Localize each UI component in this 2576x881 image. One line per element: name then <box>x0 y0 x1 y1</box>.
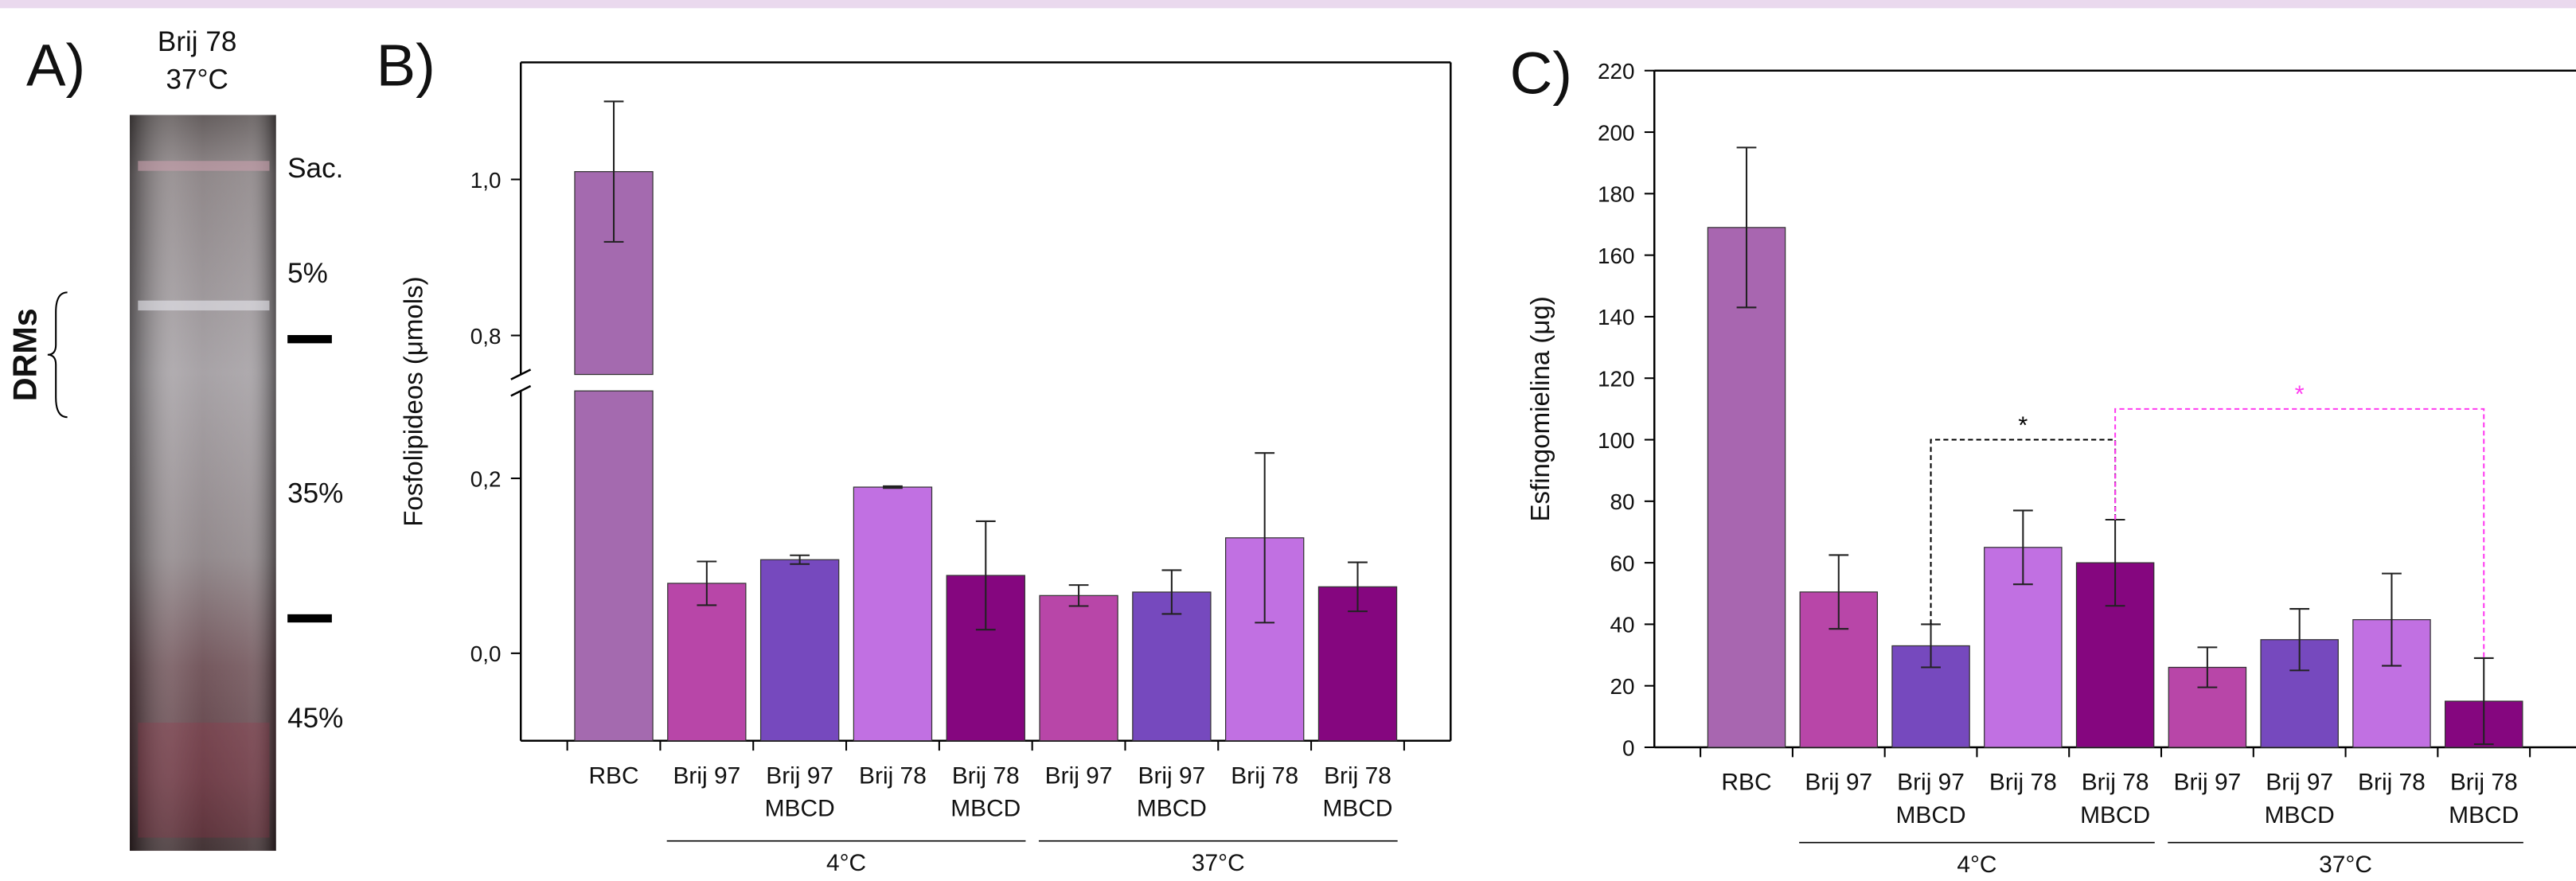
bar <box>1132 591 1212 742</box>
tube-bottom <box>138 723 270 838</box>
x-tick-label: Brij 78 <box>2450 770 2518 796</box>
bar <box>1707 227 1786 748</box>
x-tick-label: MBCD <box>1137 796 1207 822</box>
y-tick-label: 140 <box>1598 305 1634 329</box>
fraction-label: 5% <box>287 258 328 289</box>
tube-sheen <box>130 115 276 852</box>
group-label: 37°C <box>2319 852 2372 878</box>
significance-label: * <box>2295 380 2305 408</box>
x-tick-label: Brij 97 <box>1138 762 1205 789</box>
axis-break <box>510 368 532 380</box>
y-tick-label: 180 <box>1598 182 1634 207</box>
x-tick-label: Brij 78 <box>2082 770 2149 796</box>
y-tick-label: 120 <box>1598 367 1634 392</box>
group-label: 37°C <box>1192 850 1245 876</box>
x-tick-label: Brij 78 <box>1324 762 1391 789</box>
group-label: 4°C <box>826 850 866 876</box>
significance-bracket <box>2114 407 2485 658</box>
panel-label: B) <box>377 32 435 98</box>
y-tick-label: 20 <box>1610 674 1634 699</box>
marker-bar <box>287 614 332 623</box>
marker-bar <box>287 335 332 344</box>
bar <box>759 559 840 742</box>
bar <box>574 390 654 742</box>
x-tick-label: MBCD <box>1322 796 1392 822</box>
x-tick-label: Brij 78 <box>1989 770 2057 796</box>
y-tick-label: 0,0 <box>470 641 502 666</box>
y-tick-label: 220 <box>1598 59 1634 84</box>
x-tick-label: Brij 78 <box>859 762 927 789</box>
x-tick-label: Brij 97 <box>2266 770 2333 796</box>
x-tick-label: Brij 97 <box>766 762 833 789</box>
significance-label: * <box>2018 411 2028 439</box>
x-tick-label: MBCD <box>1896 802 1966 828</box>
x-tick-label: Brij 97 <box>1897 770 1965 796</box>
tube-band <box>138 300 270 311</box>
y-tick-label: 80 <box>1610 489 1634 514</box>
x-tick-label: MBCD <box>2080 802 2150 828</box>
bar <box>1317 586 1398 742</box>
brace <box>47 291 68 419</box>
group-label: 4°C <box>1957 852 1996 878</box>
y-tick-label: 0,8 <box>470 324 502 349</box>
y-tick-label: 40 <box>1610 613 1634 637</box>
y-axis-label: Esfingomielina (μg) <box>1525 296 1555 521</box>
x-tick-label: RBC <box>588 762 638 789</box>
panel-label: C) <box>1510 41 1572 107</box>
y-tick-label: 1,0 <box>470 168 502 193</box>
y-tick-label: 100 <box>1598 428 1634 453</box>
top-band <box>0 0 2576 9</box>
x-tick-label: Brij 78 <box>952 762 1020 789</box>
x-tick-label: Brij 97 <box>1805 770 1872 796</box>
x-tick-label: MBCD <box>765 796 835 822</box>
x-tick-label: Brij 97 <box>2173 770 2241 796</box>
y-tick-label: 0,2 <box>470 466 502 491</box>
tube-band <box>138 161 270 171</box>
fraction-label: 35% <box>287 478 343 509</box>
fraction-label: Sac. <box>287 153 343 184</box>
x-tick-label: MBCD <box>2265 802 2335 828</box>
x-tick-label: Brij 97 <box>1045 762 1113 789</box>
x-tick-label: RBC <box>1721 770 1771 796</box>
y-tick-label: 0 <box>1622 735 1635 760</box>
tube-title: Brij 78 <box>158 26 236 57</box>
chart-panel: C) 0 20 40 60 80 100 120 140 160 180 200 220 Esfingom… <box>1510 41 2576 878</box>
side-label: DRMs <box>6 308 43 401</box>
fraction-label: 45% <box>287 703 343 734</box>
y-axis-label: Fosfolipideos (μmols) <box>398 276 427 526</box>
bar <box>1039 594 1118 742</box>
x-tick-label: MBCD <box>950 796 1021 822</box>
significance-bracket <box>1930 439 2117 625</box>
bar <box>667 583 747 742</box>
tube-title: 37°C <box>166 64 228 95</box>
panel-a: A) Brij 78 37°C Sac. 5% 35% 45% DRMs <box>6 26 343 852</box>
axis-break <box>510 384 532 397</box>
x-tick-label: MBCD <box>2449 802 2519 828</box>
bar <box>853 486 933 742</box>
panel-label: A) <box>26 32 85 98</box>
x-tick-label: Brij 78 <box>2358 770 2426 796</box>
x-tick-label: Brij 78 <box>1231 762 1298 789</box>
y-tick-label: 200 <box>1598 120 1634 145</box>
y-tick-label: 160 <box>1598 244 1634 268</box>
x-tick-label: Brij 97 <box>673 762 740 789</box>
y-tick-label: 60 <box>1610 551 1634 575</box>
chart-panel: B) 0,0 0,2 0,8 1,0 Fosfolipideos (μmols) RBC Br… <box>377 32 1452 876</box>
